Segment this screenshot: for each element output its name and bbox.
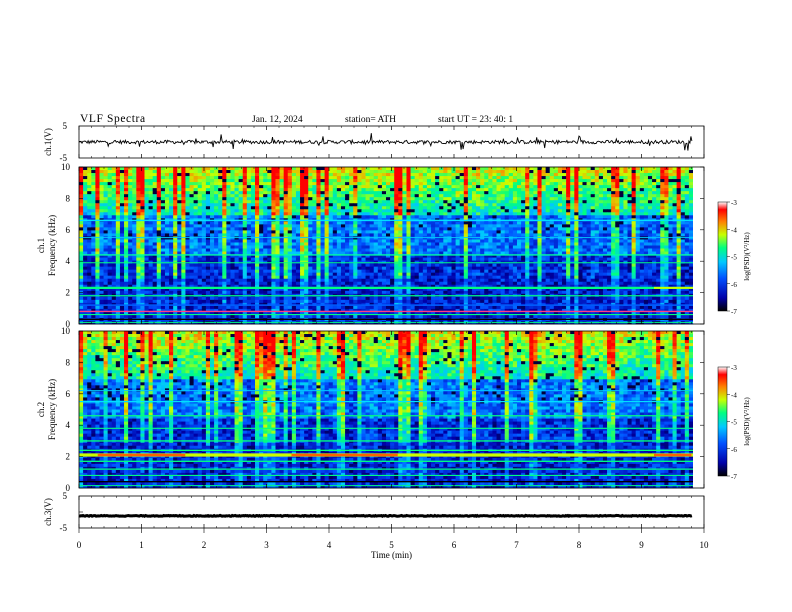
y-tick-label: 8 <box>66 193 71 203</box>
ch1-spectrogram-ylabel: Frequency (kHz) <box>47 215 57 276</box>
spectrogram-blank <box>693 167 704 324</box>
x-tick-label: 1 <box>139 540 144 550</box>
colorbar-tick-label: -7 <box>731 308 737 316</box>
x-tick-label: 10 <box>700 540 710 550</box>
ch2-spectrogram-panel: 0 2 4 6 8 10 ch.2 Frequency (kHz) <box>36 326 705 493</box>
colorbar-tick-label: -3 <box>731 364 737 372</box>
ch1-spectrogram-colorbar: -3 -4 -5 -6 -7 log(PSD)(V²/Hz) <box>717 199 751 316</box>
x-tick-label: 6 <box>452 540 457 550</box>
ch1-voltage-trace <box>79 133 693 151</box>
x-tick-label: 8 <box>577 540 582 550</box>
start-time-label: start UT = 23: 40: 1 <box>438 115 514 125</box>
ch3-voltage-ylabel: ch.3(V) <box>43 498 53 526</box>
y-tick-label: 4 <box>66 256 71 266</box>
y-tick-label: 0 <box>66 319 71 329</box>
x-tick-label: 0 <box>77 540 82 550</box>
recording-date: Jan. 12, 2024 <box>252 115 303 125</box>
colorbar-tick-label: -7 <box>731 473 737 481</box>
ch2-spectrogram-ylabel: Frequency (kHz) <box>47 379 57 440</box>
colorbar-gradient <box>717 366 728 477</box>
x-axis-labels: 0 1 2 3 4 5 6 7 8 9 10 Time (min) <box>77 528 709 560</box>
x-tick-label: 7 <box>514 540 519 550</box>
colorbar-tick-label: -4 <box>731 226 737 234</box>
y-tick-label: 0 <box>66 483 71 493</box>
ch1-voltage-ylabel: ch.1(V) <box>43 128 53 156</box>
colorbar-tick-label: -5 <box>731 254 737 262</box>
colorbar-tick-label: -6 <box>731 281 737 289</box>
colorbar-tick-label: -5 <box>731 419 737 427</box>
spectrogram-blank <box>693 331 704 488</box>
y-tick-label: 8 <box>66 357 71 367</box>
colorbar-tick-label: -3 <box>731 199 737 207</box>
x-ticks <box>78 331 705 488</box>
x-tick-label: 5 <box>389 540 394 550</box>
x-ticks <box>78 167 705 324</box>
y-tick-label: 2 <box>66 452 71 462</box>
x-axis-label: Time (min) <box>371 550 412 560</box>
ch3-voltage-trace <box>78 513 693 518</box>
y-tick-label: 5 <box>63 121 68 131</box>
x-ticks <box>78 496 705 528</box>
ch1-voltage-panel: 5 -5 ch.1(V) <box>43 121 705 163</box>
colorbar-tick-label: -4 <box>731 391 737 399</box>
x-tick-label: 9 <box>639 540 644 550</box>
y-tick-label: 5 <box>63 491 68 501</box>
y-tick-label: 4 <box>66 420 71 430</box>
colorbar-label: log(PSD)(V²/Hz) <box>743 232 751 281</box>
x-ticks <box>78 126 705 158</box>
y-tick-label: 2 <box>66 288 71 298</box>
x-tick-label: 2 <box>202 540 207 550</box>
y-tick-label: 10 <box>61 326 71 336</box>
ch3-voltage-frame <box>78 495 705 529</box>
ch1-spectrogram-panel: 0 2 4 6 8 10 ch.1 Frequency (kHz) <box>36 162 705 329</box>
x-tick-label: 3 <box>264 540 269 550</box>
ch2-spectrogram-image <box>79 331 694 489</box>
y-tick-label: 6 <box>66 389 71 399</box>
y-tick-label: 6 <box>66 225 71 235</box>
ch2-spectrogram-ylabel-channel: ch.2 <box>36 402 46 417</box>
y-tick-label: -5 <box>60 153 68 163</box>
ch2-spectrogram-colorbar: -3 -4 -5 -6 -7 log(PSD)(V²/Hz) <box>717 364 751 481</box>
x-tick-label: 4 <box>327 540 332 550</box>
y-tick-label: 10 <box>61 162 71 172</box>
colorbar-tick-label: -6 <box>731 446 737 454</box>
ch1-spectrogram-image <box>79 167 694 325</box>
ch1-spectrogram-ylabel-channel: ch.1 <box>36 238 46 253</box>
ch3-voltage-panel: 5 -5 ch.3(V) <box>43 491 705 533</box>
colorbar-gradient <box>717 201 728 312</box>
figure-title: VLF Spectra <box>80 113 146 125</box>
station-label: station= ATH <box>345 115 397 125</box>
colorbar-label: log(PSD)(V²/Hz) <box>743 397 751 446</box>
y-tick-label: -5 <box>60 523 68 533</box>
